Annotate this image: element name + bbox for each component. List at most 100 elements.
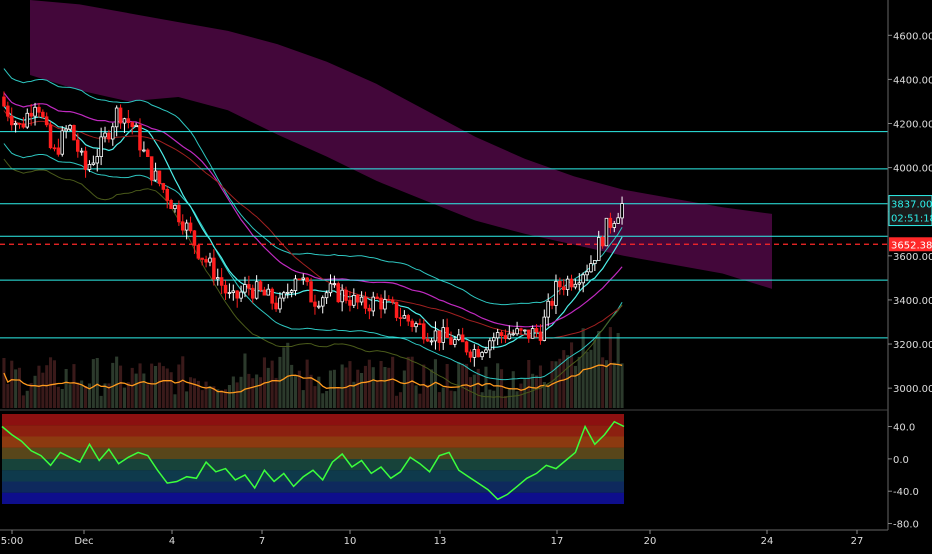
candle-body[interactable] [9, 115, 14, 126]
candle-body[interactable] [188, 222, 193, 232]
candle-body[interactable] [6, 105, 10, 117]
candle-body[interactable] [258, 281, 263, 291]
candle-body[interactable] [507, 333, 512, 340]
candle-body[interactable] [309, 281, 313, 303]
candle-body[interactable] [519, 328, 523, 331]
candle-body[interactable] [138, 124, 142, 151]
candle-body[interactable] [212, 257, 216, 280]
candle-body[interactable] [41, 111, 45, 118]
candle-body[interactable] [184, 222, 189, 231]
candle-body[interactable] [597, 236, 601, 261]
candle-body[interactable] [538, 331, 543, 341]
candle-body[interactable] [126, 118, 131, 123]
candle-body[interactable] [472, 349, 477, 358]
candle-body[interactable] [523, 329, 527, 332]
candle-body[interactable] [581, 274, 585, 284]
candle-body[interactable] [64, 128, 68, 132]
candle-body[interactable] [320, 297, 325, 307]
candle-body[interactable] [511, 333, 515, 336]
candle-body[interactable] [375, 296, 379, 299]
candle-body[interactable] [266, 288, 270, 296]
candle-body[interactable] [348, 299, 352, 306]
candle-body[interactable] [476, 349, 480, 358]
candle-body[interactable] [231, 290, 235, 293]
candle-body[interactable] [414, 323, 418, 328]
candle-body[interactable] [562, 286, 566, 290]
candle-body[interactable] [196, 244, 201, 259]
candle-body[interactable] [305, 277, 309, 283]
candle-body[interactable] [293, 278, 298, 291]
candle-body[interactable] [17, 123, 22, 125]
candle-body[interactable] [103, 132, 107, 138]
candle-body[interactable] [142, 149, 146, 152]
candle-body[interactable] [33, 106, 37, 117]
candle-body[interactable] [554, 280, 558, 306]
candle-body[interactable] [239, 291, 243, 299]
candle-body[interactable] [437, 330, 442, 343]
candle-body[interactable] [235, 290, 239, 299]
candle-body[interactable] [145, 149, 150, 157]
candle-body[interactable] [608, 217, 613, 228]
candle-body[interactable] [107, 132, 111, 140]
candle-body[interactable] [558, 280, 562, 288]
candle-body[interactable] [406, 315, 410, 322]
candle-body[interactable] [278, 297, 282, 310]
candle-body[interactable] [484, 349, 488, 353]
candle-body[interactable] [332, 283, 337, 286]
candle-body[interactable] [192, 230, 197, 246]
candle-body[interactable] [530, 328, 535, 339]
candle-body[interactable] [76, 139, 80, 152]
candle-body[interactable] [111, 126, 115, 140]
candle-body[interactable] [421, 323, 426, 340]
candle-body[interactable] [593, 259, 597, 264]
candle-body[interactable] [425, 338, 430, 342]
candle-body[interactable] [336, 283, 340, 303]
candle-body[interactable] [585, 271, 589, 276]
candle-body[interactable] [297, 278, 302, 281]
candle-body[interactable] [612, 223, 617, 228]
candle-body[interactable] [282, 292, 286, 299]
candle-body[interactable] [604, 217, 609, 247]
candle-body[interactable] [616, 217, 620, 224]
candle-body[interactable] [243, 284, 247, 293]
candle-body[interactable] [589, 263, 593, 273]
candle-body[interactable] [289, 290, 294, 293]
candle-body[interactable] [328, 283, 333, 294]
candle-body[interactable] [433, 330, 438, 342]
candle-body[interactable] [352, 294, 356, 306]
candle-body[interactable] [410, 320, 414, 328]
candle-body[interactable] [542, 316, 547, 341]
candle-body[interactable] [468, 351, 473, 358]
candle-body[interactable] [204, 259, 208, 263]
candle-body[interactable] [324, 292, 329, 299]
candle-body[interactable] [157, 170, 162, 184]
candle-body[interactable] [620, 203, 624, 219]
candle-body[interactable] [177, 204, 181, 223]
candle-body[interactable] [445, 327, 449, 339]
candle-body[interactable] [390, 299, 395, 303]
candle-body[interactable] [95, 156, 100, 164]
candle-body[interactable] [313, 301, 317, 307]
candle-body[interactable] [173, 204, 177, 210]
candle-body[interactable] [441, 327, 445, 343]
candle-body[interactable] [250, 287, 255, 299]
candle-body[interactable] [480, 352, 484, 358]
candle-body[interactable] [569, 278, 574, 288]
candle-body[interactable] [456, 334, 461, 340]
candle-body[interactable] [223, 284, 228, 294]
candle-body[interactable] [453, 339, 457, 345]
candle-body[interactable] [488, 340, 492, 351]
candle-body[interactable] [122, 118, 127, 124]
candle-body[interactable] [13, 123, 18, 126]
candle-body[interactable] [44, 116, 49, 126]
candle-body[interactable] [60, 130, 65, 155]
candle-body[interactable] [79, 150, 84, 153]
candle-body[interactable] [130, 122, 134, 127]
candle-body[interactable] [118, 107, 123, 124]
candle-body[interactable] [515, 328, 519, 335]
candle-body[interactable] [153, 170, 158, 181]
candle-body[interactable] [527, 329, 531, 339]
candle-body[interactable] [87, 164, 92, 170]
candle-body[interactable] [68, 125, 72, 130]
